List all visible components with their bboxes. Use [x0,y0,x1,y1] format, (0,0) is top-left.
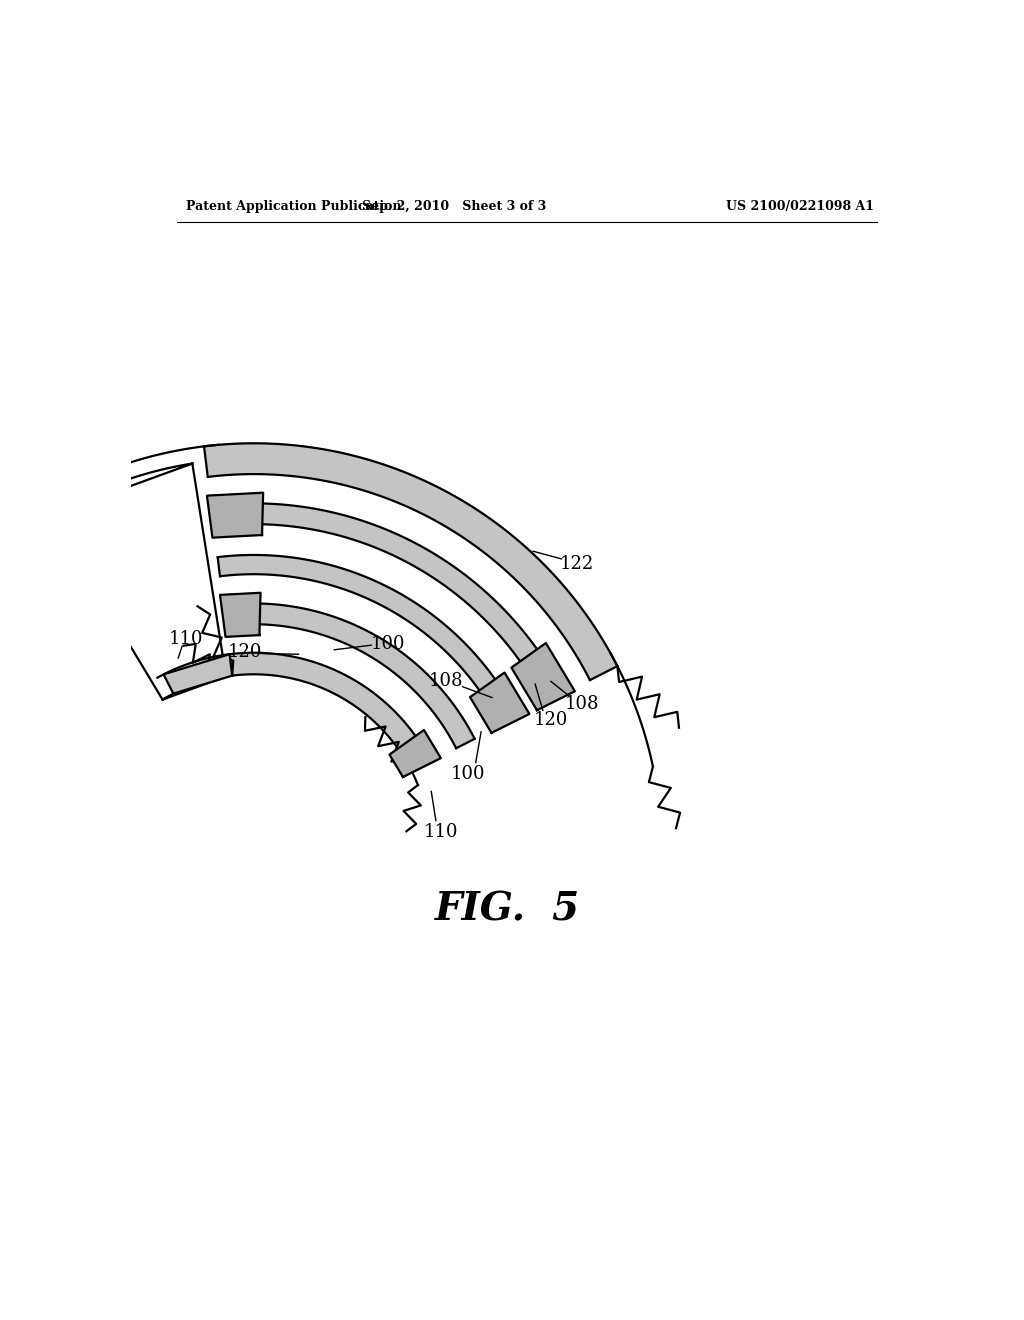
Polygon shape [470,673,529,733]
Polygon shape [211,503,564,702]
Polygon shape [226,624,456,762]
Polygon shape [389,730,441,777]
Text: Sep. 2, 2010   Sheet 3 of 3: Sep. 2, 2010 Sheet 3 of 3 [361,199,546,213]
Text: 110: 110 [169,630,203,648]
Polygon shape [207,492,263,537]
Text: 100: 100 [451,766,485,783]
Polygon shape [164,655,232,693]
Text: 110: 110 [423,824,458,841]
Polygon shape [220,574,501,739]
Text: FIG.  5: FIG. 5 [435,890,581,928]
Polygon shape [220,593,260,636]
Polygon shape [229,653,431,771]
Polygon shape [218,554,518,726]
Polygon shape [51,463,226,700]
Polygon shape [204,444,617,771]
Text: 120: 120 [534,711,567,730]
Polygon shape [214,524,546,717]
Polygon shape [511,643,574,710]
Polygon shape [223,603,475,748]
Text: 108: 108 [564,696,599,713]
Text: 120: 120 [227,643,262,661]
Polygon shape [208,474,590,693]
Text: US 2100/0221098 A1: US 2100/0221098 A1 [726,199,874,213]
Text: Patent Application Publication: Patent Application Publication [186,199,401,213]
Text: 108: 108 [428,672,463,689]
Text: 100: 100 [371,635,406,652]
Text: 122: 122 [560,554,594,573]
Polygon shape [204,444,617,680]
